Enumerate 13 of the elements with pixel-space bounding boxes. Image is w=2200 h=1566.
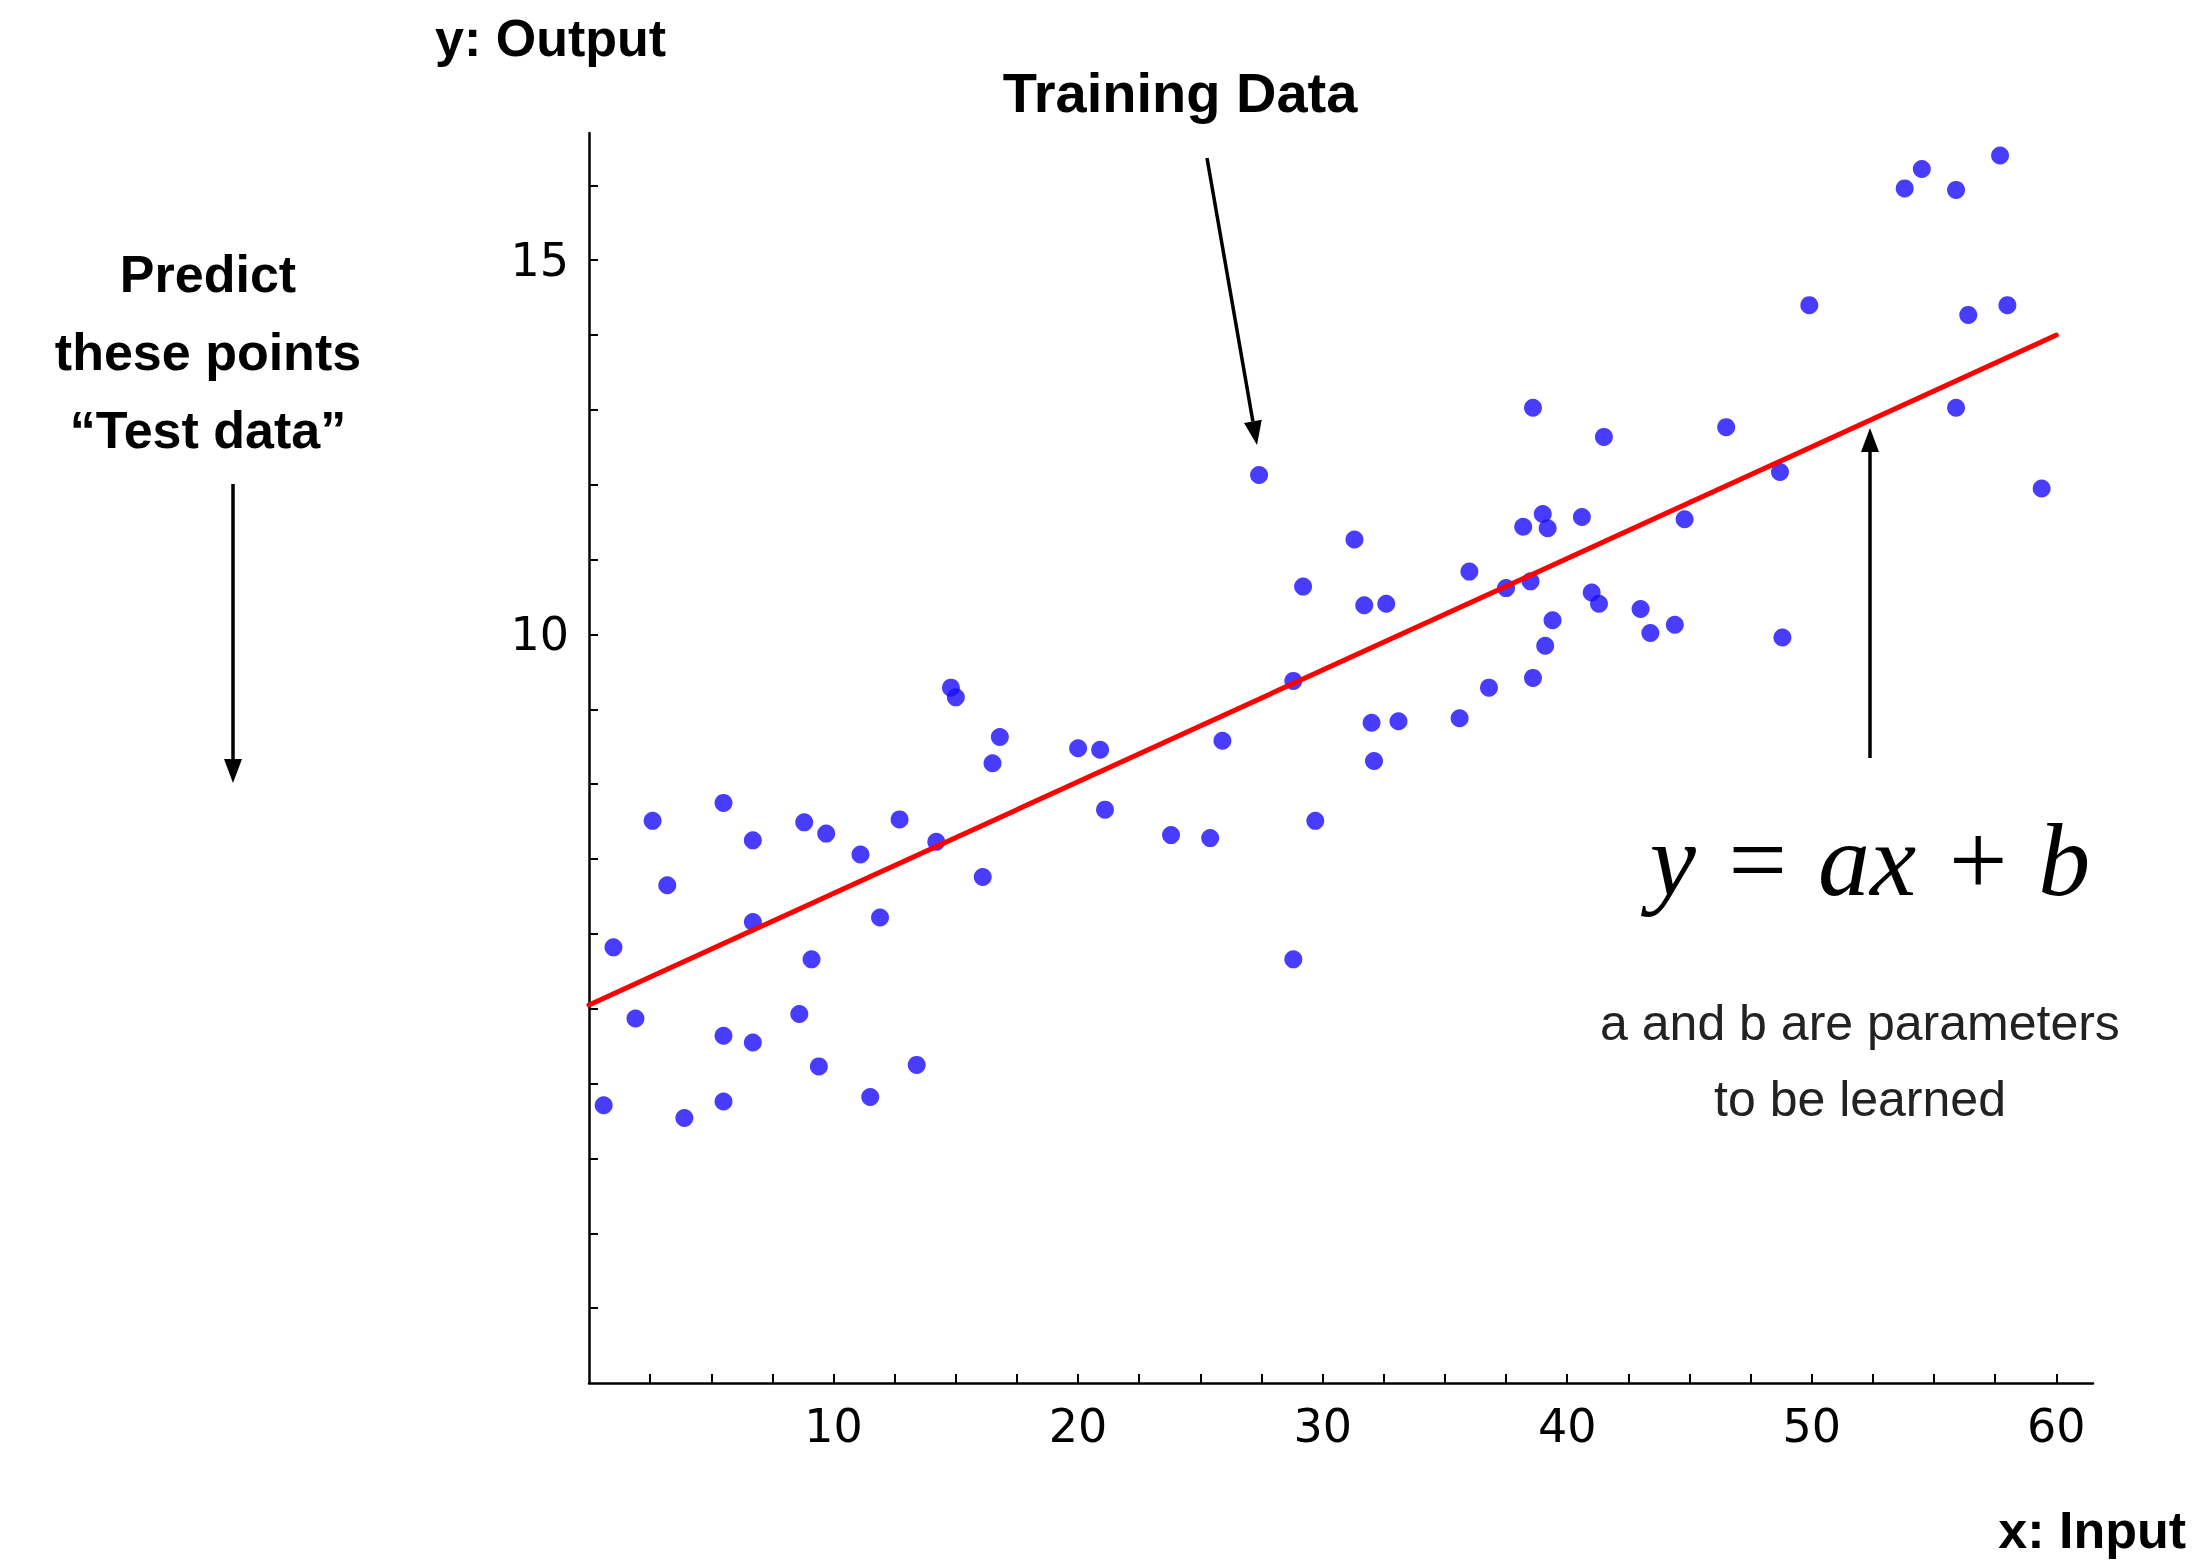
x-tick-label: 60 <box>2027 1399 2086 1453</box>
annotation: y = ax + b <box>1640 801 2092 919</box>
x-axis-title: x: Input <box>1998 1500 2186 1560</box>
x-tick-label: 50 <box>1782 1399 1842 1453</box>
x-tick-label: 40 <box>1537 1399 1597 1453</box>
x-tick-label: 30 <box>1293 1399 1352 1453</box>
text: Predict these points “Test data” <box>53 244 363 461</box>
annotation: a and b are parameters to be learned <box>1599 994 2121 1129</box>
y-axis-title: y: Output <box>435 8 667 68</box>
y-tick-label: 15 <box>510 233 569 288</box>
x-tick-label: 10 <box>804 1399 863 1453</box>
x-tick-label: 20 <box>1048 1399 1108 1453</box>
text: Training Data <box>1001 60 1359 125</box>
